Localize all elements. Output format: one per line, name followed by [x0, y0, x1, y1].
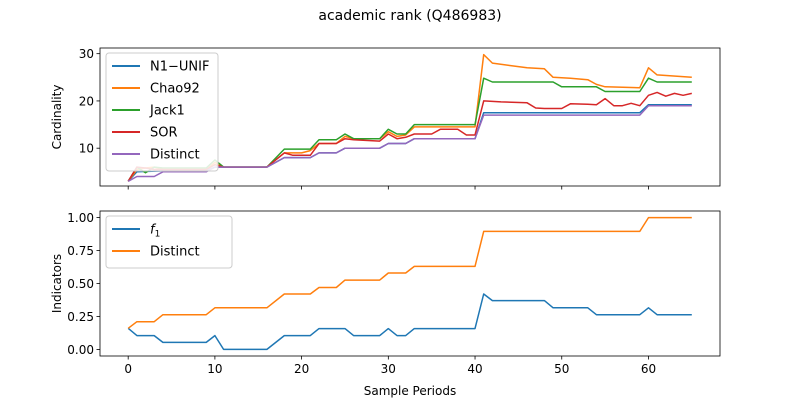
legend-label-sor: SOR [150, 126, 178, 141]
x-tick-label: 60 [641, 362, 656, 376]
chart-panel-1: 10 20 30 Cardinality N1−UNIF Chao92 Jack1 SOR Di… [50, 47, 721, 190]
y-tick-label: 0.25 [67, 310, 94, 324]
figure-title: academic rank (Q486983) [318, 8, 501, 24]
legend-box [105, 215, 233, 269]
legend: N1−UNIF Chao92 Jack1 SOR Distinct [105, 52, 219, 172]
legend: f1 Distinct [105, 215, 233, 269]
y-tick-label: 1.00 [67, 211, 94, 225]
legend-label-distinct: Distinct [150, 245, 200, 260]
legend-box [105, 52, 219, 172]
series-line-distinct [127, 216, 692, 329]
legend-label-chao92: Chao92 [150, 82, 200, 97]
y-tick-label: 20 [79, 94, 94, 108]
y-tick-label: 0.50 [67, 277, 94, 291]
y-tick-label: 10 [79, 142, 94, 156]
legend-label-distinct: Distinct [150, 148, 200, 163]
x-tick-label: 0 [124, 362, 132, 376]
series-line-f1 [127, 293, 692, 351]
chart-panel-2: 0 10 20 30 40 50 60 0.00 0.25 0.50 0.75 1.00 Indicat… [50, 210, 721, 398]
axes-frame [99, 47, 721, 187]
legend-label-f1: f1 [150, 223, 160, 240]
x-axis-label: Sample Periods [364, 384, 456, 398]
y-tick-label: 0.75 [67, 244, 94, 258]
y-tick-label: 0.00 [67, 343, 94, 357]
legend-label-n1-unif: N1−UNIF [150, 60, 209, 75]
x-tick-label: 50 [554, 362, 569, 376]
y-tick-label: 30 [79, 47, 94, 61]
x-tick-label: 30 [381, 362, 396, 376]
legend-label-jack1: Jack1 [149, 104, 185, 119]
x-tick-label: 10 [207, 362, 222, 376]
y-axis-label: Cardinality [50, 85, 64, 150]
panels: 10 20 30 Cardinality N1−UNIF Chao92 Jack1 SOR Di… [50, 47, 721, 398]
x-tick-label: 40 [467, 362, 482, 376]
x-tick-label: 20 [294, 362, 309, 376]
y-axis-label: Indicators [50, 254, 64, 313]
series-line-distinct [127, 104, 692, 182]
